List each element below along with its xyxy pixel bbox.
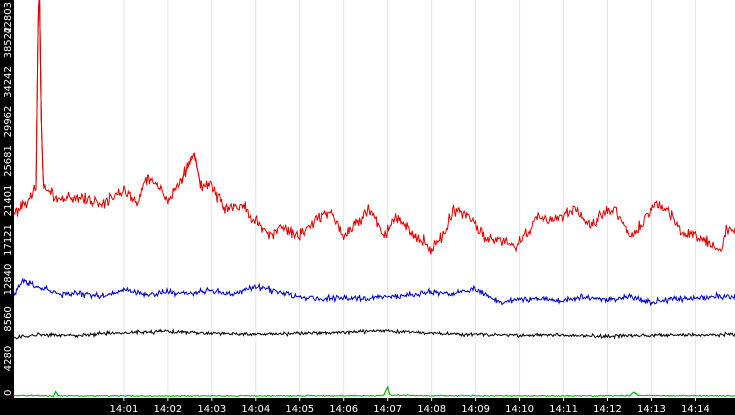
y-tick-label: 29962 bbox=[3, 106, 14, 138]
x-axis-band bbox=[0, 398, 735, 415]
x-tick-label: 14:04 bbox=[241, 404, 270, 415]
y-tick-label: 17121 bbox=[3, 224, 14, 256]
y-tick-label: 42803 bbox=[3, 2, 14, 34]
y-tick-label: 21401 bbox=[3, 185, 14, 217]
series-line-4 bbox=[13, 385, 735, 398]
x-tick-label: 14:02 bbox=[153, 404, 182, 415]
y-tick-label: 0 bbox=[3, 390, 14, 396]
y-tick-label: 8560 bbox=[3, 306, 14, 331]
series-1-spike bbox=[39, 0, 44, 186]
series-4-spike bbox=[382, 385, 391, 396]
x-tick-label: 14:09 bbox=[461, 404, 490, 415]
y-axis-ticks: 0 4280 8560 12840 17121 21401 25681 29962 34242 3… bbox=[3, 2, 14, 396]
y-tick-label: 25681 bbox=[3, 145, 14, 177]
series-4-spike bbox=[53, 390, 59, 397]
gridlines bbox=[123, 0, 696, 398]
x-axis-ticks: 14:01 14:02 14:03 14:04 14:05 14:06 14:07 14:08… bbox=[109, 398, 710, 415]
x-tick-label: 14:07 bbox=[373, 404, 402, 415]
x-tick-label: 14:11 bbox=[549, 404, 578, 415]
x-tick-label: 14:12 bbox=[593, 404, 622, 415]
x-tick-label: 14:08 bbox=[417, 404, 446, 415]
y-tick-label: 38522 bbox=[3, 27, 14, 59]
y-axis-band bbox=[0, 0, 14, 415]
y-tick-label: 34242 bbox=[3, 66, 14, 98]
y-tick-label: 4280 bbox=[3, 346, 14, 371]
x-tick-label: 14:03 bbox=[197, 404, 226, 415]
x-tick-label: 14:06 bbox=[329, 404, 358, 415]
series-line-1 bbox=[13, 0, 735, 255]
series-line-2 bbox=[13, 277, 735, 306]
series-1-spike bbox=[180, 151, 202, 186]
x-tick-label: 14:01 bbox=[109, 404, 138, 415]
y-tick-label: 12840 bbox=[3, 264, 14, 296]
x-tick-label: 14:13 bbox=[637, 404, 666, 415]
series-layer bbox=[13, 0, 735, 398]
x-tick-label: 14:14 bbox=[681, 404, 710, 415]
series-4-spike bbox=[629, 391, 639, 397]
x-tick-label: 14:05 bbox=[285, 404, 314, 415]
series-line-3 bbox=[13, 327, 735, 340]
x-tick-label: 14:10 bbox=[505, 404, 534, 415]
